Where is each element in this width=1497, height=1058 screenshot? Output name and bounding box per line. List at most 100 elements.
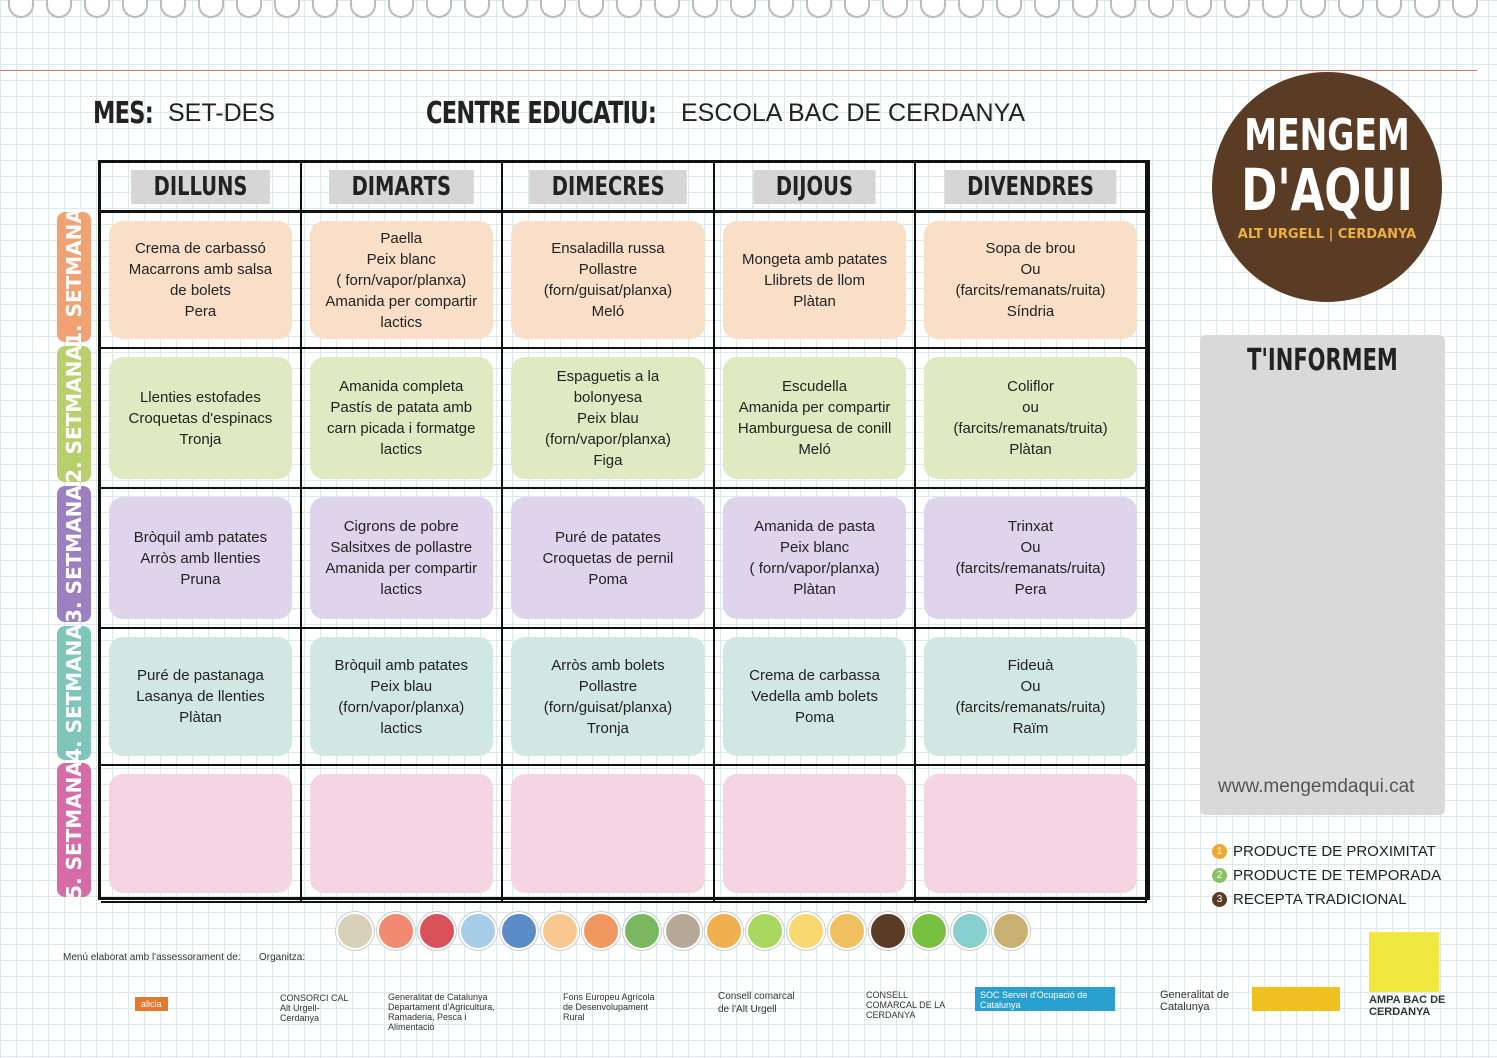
dish-line: Amanida per compartir — [325, 560, 478, 577]
week-label-text: 4. SETMANA — [62, 624, 87, 762]
dish-line: (forn/vapor/planxa) — [338, 698, 465, 716]
dish-line: Ou — [1020, 539, 1041, 556]
legend-number-icon: 1 — [1212, 844, 1227, 859]
legend-number-icon: 2 — [1212, 868, 1227, 883]
mengem-daqui-logo: MENGEM D'AQUI ALT URGELL | CERDANYA — [1212, 72, 1442, 302]
dish-line: (forn/vapor/planxa) — [544, 430, 671, 448]
dish-line: Raïm — [1012, 719, 1049, 737]
day-header: DIMECRES — [502, 163, 716, 213]
dish-line: ( forn/vapor/planxa) — [749, 560, 880, 577]
dish-line: Sopa de brou — [985, 240, 1076, 257]
menu-cell: Coliflor ou (farcits/remanats/truita) Plàta… — [916, 349, 1147, 489]
dish-line: Amanida per compartir — [325, 292, 478, 310]
menu-card: Bròquil amb patates Peix blau (forn/vapor/… — [309, 637, 493, 756]
week-label-text: 5. SETMANA — [62, 761, 87, 899]
dish-line: Croquetas de pernil — [542, 549, 674, 567]
week-label-text: 3. SETMANA — [62, 485, 87, 623]
dish-line: Pera — [1014, 581, 1047, 598]
margin-line — [0, 70, 1477, 71]
menu-cell: Escudella Amanida per compartir Hamburgues… — [715, 349, 916, 489]
food-category-icon — [623, 912, 661, 950]
dish-line: bolonyesa — [573, 388, 643, 406]
dish-line: Peix blanc — [366, 250, 436, 268]
sponsor-logo: Consell comarcal de l'Alt Urgell — [718, 991, 795, 1015]
dish-line: lactics — [380, 581, 423, 598]
day-label: DILLUNS — [131, 169, 270, 204]
day-header: DIJOUS — [715, 163, 916, 213]
menu-cell: Espaguetis a la bolonyesa Peix blau (forn/v… — [502, 349, 716, 489]
dish-line: Peix blau — [370, 677, 433, 695]
food-category-icon — [992, 912, 1030, 950]
menu-cell: Amanida de pasta Peix blanc ( forn/vapor/p… — [715, 489, 916, 629]
organizer-label: Organitza: — [259, 952, 306, 963]
info-panel: T'INFORMEM — [1200, 335, 1445, 815]
menu-card — [510, 774, 706, 893]
dish-line: (forn/guisat/planxa) — [543, 698, 673, 716]
menu-cell: Trinxat Ou (farcits/remanats/ruita) Pera — [916, 489, 1147, 629]
dish-line: Arròs amb bolets — [551, 656, 665, 674]
menu-cell: Ensaladilla russa Pollastre (forn/guisat/p… — [502, 213, 716, 349]
sponsor-logo: Generalitat de Catalunya — [1160, 989, 1230, 1013]
menu-cell: Crema de carbassó Macarrons amb salsa de b… — [101, 213, 302, 349]
dish-line: Plàtan — [1009, 441, 1052, 458]
food-category-icon — [787, 912, 825, 950]
dish-line: Ou — [1020, 261, 1041, 278]
dish-line: Plàtan — [793, 292, 836, 310]
dish-line: Coliflor — [1007, 378, 1054, 395]
dish-line: (forn/guisat/planxa) — [543, 282, 673, 299]
menu-card: Crema de carbassó Macarrons amb salsa de b… — [109, 221, 292, 339]
food-category-icon — [336, 912, 374, 950]
menu-card — [309, 774, 493, 893]
dish-line: (farcits/remanats/ruita) — [955, 698, 1106, 716]
menu-cell: Paella Peix blanc ( forn/vapor/planxa) Aman… — [301, 213, 503, 349]
dish-line: Crema de carbassa — [749, 667, 881, 684]
dish-line: Fideuà — [1007, 656, 1054, 674]
dish-line: Amanida per compartir — [738, 399, 891, 416]
menu-card: Trinxat Ou (farcits/remanats/ruita) Pera — [924, 497, 1137, 619]
month-value: SET-DES — [168, 99, 275, 127]
food-category-icon — [377, 912, 415, 950]
dish-line: lactics — [380, 719, 423, 737]
website-link[interactable]: www.mengemdaqui.cat — [1218, 776, 1415, 797]
dish-line: Figa — [593, 451, 623, 469]
menu-cell: Bròquil amb patates Arròs amb llenties Pru… — [101, 489, 302, 629]
food-category-icon — [869, 912, 907, 950]
legend-number-icon: 3 — [1212, 892, 1227, 907]
dish-line: Síndria — [1006, 303, 1055, 320]
dish-line: Amanida de pasta — [754, 518, 876, 535]
menu-card: Puré de patates Croquetas de pernil Poma — [510, 497, 706, 619]
menu-card: Escudella Amanida per compartir Hamburgues… — [723, 357, 906, 479]
menu-card: Amanida completa Pastís de patata amb carn… — [309, 357, 493, 479]
dish-line: lactics — [380, 441, 423, 458]
menu-card: Crema de carbassa Vedella amb bolets Poma — [723, 637, 906, 756]
dish-line: Hamburguesa de conill — [737, 420, 892, 437]
week-label-text: 2. SETMANA — [62, 345, 87, 483]
day-header: DILLUNS — [101, 163, 302, 213]
menu-card: Mongeta amb patates Llibrets de llom Plàta… — [723, 221, 906, 339]
menu-cell: Puré de patates Croquetas de pernil Poma — [502, 489, 716, 629]
school-label: CENTRE EDUCATIU: — [426, 96, 657, 131]
dish-line: Mongeta amb patates — [742, 250, 888, 268]
dish-line: Ensaladilla russa — [551, 240, 665, 257]
day-label: DIMARTS — [329, 169, 474, 204]
dish-line: Paella — [380, 229, 423, 247]
food-category-icon — [500, 912, 538, 950]
day-header: DIMARTS — [301, 163, 503, 213]
legend-text: PRODUCTE DE TEMPORADA — [1233, 867, 1442, 884]
legend-text: PRODUCTE DE PROXIMITAT — [1233, 843, 1436, 860]
spain-government-logo — [1252, 987, 1340, 1011]
sponsor-logo: alicia — [135, 997, 168, 1011]
sponsor-logo: Fons Europeu Agrícola de Desenvolupament… — [563, 992, 655, 1022]
menu-cell — [916, 766, 1147, 903]
day-label: DIVENDRES — [944, 169, 1117, 204]
dish-line: Lasanya de llenties — [136, 688, 265, 705]
dish-line: Vedella amb bolets — [751, 688, 878, 705]
logo-line2: D'AQUI — [1241, 156, 1413, 224]
menu-cell: Crema de carbassa Vedella amb bolets Poma — [715, 629, 916, 766]
dish-line: Amanida completa — [339, 378, 464, 395]
legend-item: 3 RECEPTA TRADICIONAL — [1212, 891, 1407, 908]
sponsor-logo: CONSELL COMARCAL DE LA CERDANYA — [866, 990, 945, 1020]
menu-cell — [502, 766, 716, 903]
logo-sub: ALT URGELL | CERDANYA — [1237, 227, 1417, 242]
food-category-icon — [664, 912, 702, 950]
